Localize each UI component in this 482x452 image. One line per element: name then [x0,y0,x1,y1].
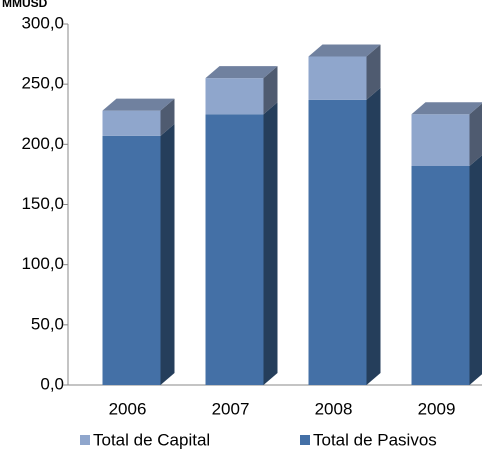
bar-segment [102,123,175,385]
bar-segment [205,102,278,385]
bar-front [411,114,470,166]
bar-side [366,44,381,100]
x-tick-label: 2007 [212,399,250,418]
y-tick-label: 300,0 [21,13,64,32]
bar-side [263,102,278,385]
y-tick-label: 250,0 [21,74,64,93]
y-tick-label: 150,0 [21,194,64,213]
y-tick-label: 200,0 [21,134,64,153]
bar-top [411,102,482,115]
bar-segment [205,66,278,115]
bar-side [160,123,175,385]
bar-top [205,66,278,79]
legend-swatch [80,435,90,445]
bar-front [308,56,367,100]
bar-side [263,66,278,115]
bar-segment [308,44,381,100]
bar-segment [411,102,482,166]
bar-side [366,87,381,385]
bar-segment [102,98,175,136]
bar-front [102,135,161,385]
bar-front [205,78,264,115]
x-tick-label: 2006 [109,399,147,418]
x-tick-label: 2008 [315,399,353,418]
bar-side [469,155,482,385]
bar-side [160,98,175,136]
y-axis-label: MMUSD [2,0,48,10]
bar-segment [411,155,482,385]
bar-top [102,98,175,111]
legend-label: Total de Pasivos [313,430,437,449]
legend-label: Total de Capital [93,430,210,449]
legend-swatch [300,435,310,445]
y-tick-label: 50,0 [31,314,64,333]
y-tick-label: 100,0 [21,254,64,273]
bar-segment [308,87,381,385]
bar-front [205,114,264,385]
bar-side [469,103,482,166]
x-tick-label: 2009 [418,399,456,418]
y-tick-label: 0,0 [40,374,64,393]
bar-top [308,44,381,57]
bar-front [102,110,161,136]
bar-front [411,165,470,385]
bar-front [308,99,367,385]
